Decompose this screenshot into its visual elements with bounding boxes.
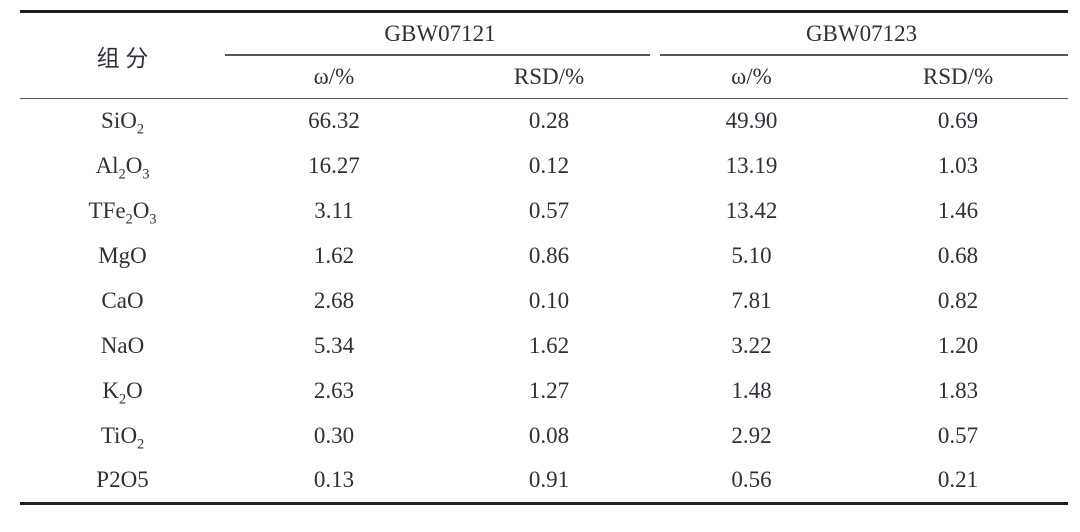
value-cell: 1.27 (528, 378, 570, 403)
value-cell: 3.22 (731, 333, 772, 358)
value-cell: 1.20 (937, 333, 979, 358)
component-column-header: 组分 (20, 11, 225, 99)
value-cell: 13.42 (725, 198, 778, 223)
table-row: P2O5 0.13 0.91 0.56 0.21 (20, 459, 1068, 504)
component-cell: K2O (102, 378, 143, 408)
table-row: TFe2O3 3.11 0.57 13.42 1.46 (20, 189, 1068, 234)
value-cell: 0.08 (528, 423, 570, 448)
table-row: CaO 2.68 0.10 7.81 0.82 (20, 279, 1068, 324)
value-cell: 1.62 (528, 333, 570, 358)
group-header-gbw07123: GBW07123 (655, 12, 1069, 56)
component-cell: TFe2O3 (88, 198, 157, 228)
table-row: SiO2 66.32 0.28 49.90 0.69 (20, 99, 1068, 144)
subheader-rsd-2: RSD/% (848, 55, 1069, 99)
table-row: MgO 1.62 0.86 5.10 0.68 (20, 234, 1068, 279)
component-cell: NaO (100, 333, 145, 358)
group-header-row: 组分 GBW07121 GBW07123 (20, 11, 1069, 99)
value-cell: 66.32 (308, 108, 360, 134)
table-row: K2O 2.63 1.27 1.48 1.83 (20, 369, 1068, 414)
component-cell: CaO (101, 288, 144, 313)
value-cell: 0.30 (313, 423, 355, 448)
value-cell: 0.13 (313, 467, 355, 493)
value-cell: 2.63 (313, 378, 355, 403)
value-cell: 49.90 (725, 108, 778, 134)
subscript: 2 (118, 391, 127, 408)
value-cell: 0.68 (937, 243, 979, 268)
value-cell: 0.57 (937, 423, 979, 448)
value-cell: 7.81 (731, 288, 772, 313)
value-cell: 5.10 (731, 243, 772, 268)
subheader-rsd-1: RSD/% (443, 55, 656, 99)
value-cell: 1.48 (731, 378, 772, 403)
value-cell: 0.10 (528, 288, 570, 313)
value-cell: 0.57 (528, 198, 570, 223)
component-cell: TiO2 (100, 423, 145, 453)
table-row: NaO 5.34 1.62 3.22 1.20 (20, 324, 1068, 369)
subscript: 3 (149, 211, 157, 228)
component-cell: MgO (98, 243, 147, 268)
group-header-gbw07121: GBW07121 (225, 12, 655, 56)
value-cell: 1.62 (313, 243, 355, 268)
table-header: 组分 GBW07121 GBW07123 ω/% RSD/% ω/% RSD/% (20, 11, 1069, 99)
component-cell: SiO2 (101, 108, 144, 138)
table-row: TiO2 0.30 0.08 2.92 0.57 (20, 414, 1068, 459)
value-cell: 2.92 (731, 423, 772, 448)
value-cell: 16.27 (308, 153, 360, 178)
composition-table: 组分 GBW07121 GBW07123 ω/% RSD/% ω/% RSD/%… (20, 10, 1069, 505)
value-cell: 3.11 (314, 198, 354, 223)
value-cell: 0.12 (528, 153, 570, 178)
value-cell: 5.34 (313, 333, 355, 358)
table-body: SiO2 66.32 0.28 49.90 0.69 Al2O3 16.27 0.12 13.1… (20, 99, 1068, 504)
value-cell: 1.83 (937, 378, 979, 403)
paper-table-page: 组分 GBW07121 GBW07123 ω/% RSD/% ω/% RSD/%… (0, 10, 1080, 532)
subheader-omega-1: ω/% (225, 55, 443, 99)
value-cell: 0.21 (937, 467, 979, 493)
subscript: 2 (125, 211, 133, 228)
component-cell: P2O5 (96, 467, 149, 493)
subheader-row: ω/% RSD/% ω/% RSD/% (20, 55, 1069, 99)
value-cell: 0.56 (731, 467, 772, 493)
component-cell: Al2O3 (95, 153, 150, 183)
subheader-omega-2: ω/% (655, 55, 849, 99)
value-cell: 13.19 (725, 153, 778, 178)
value-cell: 1.46 (937, 198, 979, 223)
subscript: 2 (136, 121, 144, 138)
value-cell: 0.69 (937, 108, 979, 134)
value-cell: 0.91 (528, 467, 570, 493)
value-cell: 2.68 (313, 288, 355, 313)
subscript: 3 (142, 166, 150, 183)
table-row: Al2O3 16.27 0.12 13.19 1.03 (20, 144, 1068, 189)
subscript: 2 (137, 436, 145, 453)
value-cell: 0.82 (937, 288, 979, 313)
value-cell: 0.28 (528, 108, 570, 134)
value-cell: 0.86 (528, 243, 570, 268)
subscript: 2 (118, 166, 126, 183)
value-cell: 1.03 (937, 153, 979, 178)
